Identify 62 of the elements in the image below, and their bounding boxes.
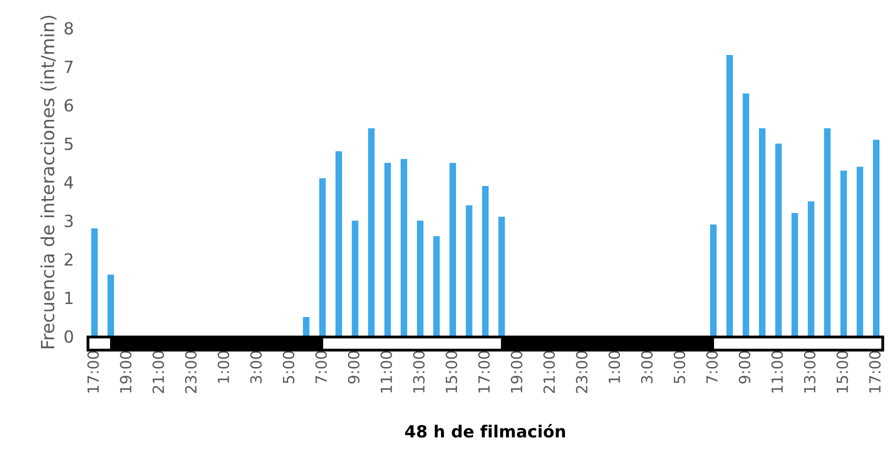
x-tick-label: 5:00 [674, 351, 686, 384]
bar [482, 186, 489, 336]
y-tick-label: 1 [65, 292, 73, 304]
x-tick-label: 13:00 [804, 351, 816, 392]
bar [824, 128, 831, 336]
x-tick-label: 7:00 [315, 351, 327, 384]
bar [840, 170, 847, 336]
x-tick-label: 13:00 [413, 351, 425, 392]
y-tick-label: 5 [64, 138, 73, 150]
x-tick-label: 19:00 [510, 351, 522, 392]
x-tick-label: 3:00 [641, 351, 653, 384]
x-tick-label: 21:00 [152, 351, 164, 394]
x-tick-label: 5:00 [282, 351, 294, 384]
bar [108, 274, 114, 336]
bar [742, 94, 750, 336]
bar [856, 166, 864, 336]
bar [792, 212, 798, 336]
x-tick-label: 17:00 [87, 351, 99, 392]
bar [384, 162, 391, 336]
bar [466, 205, 472, 336]
x-tick-label: 19:00 [120, 351, 132, 392]
y-tick-label: 6 [64, 99, 74, 112]
x-tick-label: 15:00 [446, 351, 458, 392]
y-tick-label: 0 [64, 330, 73, 343]
bar [416, 220, 424, 336]
x-tick-label: 1:00 [608, 351, 620, 383]
bar [368, 128, 375, 336]
y-tick-label: 3 [64, 214, 73, 228]
bar [400, 159, 408, 336]
y-tick-label: 2 [64, 253, 72, 266]
bar [726, 54, 733, 336]
x-tick-label: 11:00 [771, 351, 783, 392]
x-tick-label: 9:00 [738, 351, 750, 384]
bar [758, 128, 766, 336]
x-tick-label: 23:00 [185, 351, 197, 394]
bar [91, 228, 98, 336]
x-tick-label: 1:00 [218, 351, 230, 383]
x-tick-label: 7:00 [706, 351, 718, 384]
x-axis-title: 48 h de filmación [405, 424, 565, 438]
bar [319, 178, 326, 336]
x-tick-label: 17:00 [869, 351, 881, 392]
y-tick-label: 8 [64, 22, 73, 35]
bar [450, 162, 456, 336]
y-tick-label: 7 [64, 60, 73, 73]
bar [352, 220, 358, 336]
bar [336, 151, 342, 336]
x-tick-label: 21:00 [543, 351, 555, 394]
x-tick-label: 3:00 [250, 351, 262, 384]
bar [775, 144, 782, 336]
bar [808, 201, 814, 336]
bar [872, 140, 880, 336]
y-axis-title: Frecuencia de interacciones (int/min) [40, 16, 57, 348]
x-tick-label: 9:00 [348, 351, 360, 384]
bar [498, 216, 505, 336]
bar [302, 316, 310, 336]
x-tick-label: 23:00 [576, 351, 588, 394]
x-tick-label: 11:00 [380, 351, 392, 392]
x-tick-label: 15:00 [836, 351, 848, 392]
x-tick-label: 17:00 [478, 351, 490, 392]
y-tick-label: 4 [64, 176, 74, 188]
bar [710, 224, 717, 336]
bar [433, 236, 440, 336]
